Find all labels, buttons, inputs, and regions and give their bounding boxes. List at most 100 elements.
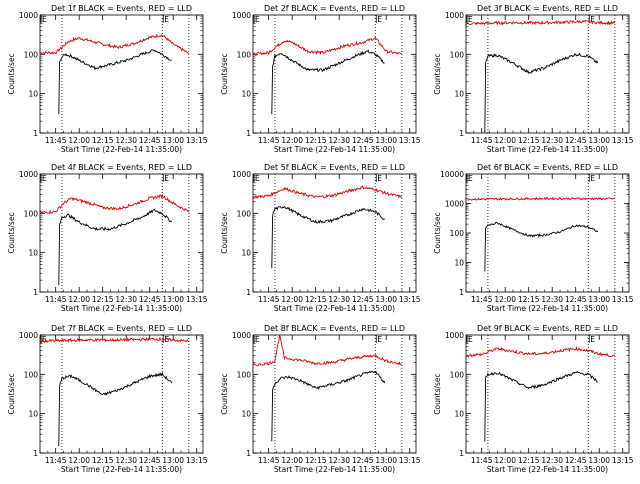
x-tick-label: 12:15 xyxy=(92,295,114,304)
lld-series-line xyxy=(465,196,616,201)
x-tick-label: 11:45 xyxy=(258,456,280,465)
x-tick-label: 12:00 xyxy=(68,456,90,465)
x-tick-label: 13:00 xyxy=(588,295,610,304)
x-tick-label: 12:30 xyxy=(328,295,350,304)
x-tick-label: 12:15 xyxy=(518,136,540,145)
events-series-line xyxy=(484,371,598,442)
events-series-line xyxy=(484,52,599,134)
marker-label: E xyxy=(590,335,595,344)
y-tick-label: 10 xyxy=(241,410,251,419)
x-tick-label: 12:15 xyxy=(518,456,540,465)
x-tick-label: 12:30 xyxy=(541,295,563,304)
x-tick-label: 13:15 xyxy=(612,136,634,145)
events-series-line xyxy=(271,49,385,115)
x-tick-label: 13:15 xyxy=(399,456,421,465)
panel-title: Det 8f BLACK = Events, RED = LLD xyxy=(264,324,405,333)
y-tick-label: 10 xyxy=(241,249,251,258)
x-tick-label: 13:15 xyxy=(186,295,208,304)
lld-series-line xyxy=(39,193,189,214)
x-tick-label: 13:15 xyxy=(399,295,421,304)
y-tick-label: 1 xyxy=(459,129,464,138)
x-axis-label: Start Time (22-Feb-14 11:35:00) xyxy=(487,145,608,154)
marker-label: E xyxy=(377,174,382,183)
x-tick-label: 12:00 xyxy=(494,456,516,465)
x-tick-label: 13:00 xyxy=(375,295,397,304)
x-tick-label: 12:00 xyxy=(494,136,516,145)
y-tick-label: 1 xyxy=(246,449,251,458)
x-axis-label: Start Time (22-Feb-14 11:35:00) xyxy=(61,465,182,474)
lld-series-line xyxy=(252,36,403,57)
x-tick-label: 13:00 xyxy=(162,295,184,304)
y-axis-label: Counts/sec xyxy=(7,53,16,94)
x-tick-label: 12:30 xyxy=(115,456,137,465)
x-tick-label: 12:45 xyxy=(139,295,161,304)
marker-label: E xyxy=(42,174,47,183)
x-tick-label: 12:45 xyxy=(565,456,587,465)
lld-series-line xyxy=(39,33,190,55)
plot-frame xyxy=(465,14,630,134)
y-tick-label: 100 xyxy=(24,209,39,218)
marker-label: E xyxy=(468,174,473,183)
x-tick-label: 13:15 xyxy=(186,456,208,465)
x-tick-label: 12:15 xyxy=(92,456,114,465)
y-tick-label: 1000 xyxy=(232,170,251,179)
events-series-line xyxy=(271,205,385,269)
marker-label: E xyxy=(468,15,473,24)
marker-label: E xyxy=(164,15,169,24)
panel-det-9: Det 9f BLACK = Events, RED = LLD 1 10 100 10… xyxy=(433,324,634,474)
marker-label: E xyxy=(42,335,47,344)
y-tick-label: 1000 xyxy=(445,11,464,20)
marker-label: E xyxy=(377,335,382,344)
x-tick-label: 12:30 xyxy=(541,136,563,145)
panel-title: Det 5f BLACK = Events, RED = LLD xyxy=(264,163,405,172)
plot-frame xyxy=(465,173,630,293)
lld-series-line xyxy=(465,19,616,26)
x-tick-label: 12:45 xyxy=(139,136,161,145)
y-tick-label: 1000 xyxy=(232,331,251,340)
marker-label: E xyxy=(255,335,260,344)
plot-frame xyxy=(252,14,417,134)
x-tick-label: 12:00 xyxy=(281,295,303,304)
y-tick-label: 1000 xyxy=(19,11,38,20)
y-tick-label: 1000 xyxy=(445,200,464,209)
x-tick-label: 11:45 xyxy=(471,295,493,304)
x-tick-label: 12:45 xyxy=(352,295,374,304)
panel-title: Det 9f BLACK = Events, RED = LLD xyxy=(477,324,618,333)
y-tick-label: 1000 xyxy=(19,170,38,179)
y-tick-label: 1000 xyxy=(19,331,38,340)
y-tick-label: 100 xyxy=(237,209,252,218)
y-tick-label: 10 xyxy=(28,410,38,419)
y-axis-label: Counts/sec xyxy=(220,53,229,94)
lld-series-line xyxy=(39,336,190,344)
plot-frame xyxy=(252,334,417,454)
y-axis-label: Counts/sec xyxy=(433,212,442,253)
y-axis-label: Counts/sec xyxy=(7,212,16,253)
panel-title: Det 4f BLACK = Events, RED = LLD xyxy=(51,163,192,172)
x-tick-label: 12:15 xyxy=(305,456,327,465)
x-tick-label: 12:00 xyxy=(281,456,303,465)
x-tick-label: 12:45 xyxy=(565,295,587,304)
y-tick-label: 100 xyxy=(450,50,465,59)
x-tick-label: 12:30 xyxy=(541,456,563,465)
marker-label: E xyxy=(255,15,260,24)
plot-frame xyxy=(39,173,204,293)
marker-label: E xyxy=(164,174,169,183)
events-series-line xyxy=(58,49,172,115)
x-tick-label: 12:00 xyxy=(68,295,90,304)
x-tick-label: 13:15 xyxy=(612,456,634,465)
x-axis-label: Start Time (22-Feb-14 11:35:00) xyxy=(61,145,182,154)
marker-label: E xyxy=(255,174,260,183)
y-tick-label: 1000 xyxy=(232,11,251,20)
x-tick-label: 13:00 xyxy=(162,456,184,465)
x-tick-label: 12:00 xyxy=(68,136,90,145)
y-axis-label: Counts/sec xyxy=(433,373,442,414)
y-tick-label: 1 xyxy=(246,129,251,138)
x-axis-label: Start Time (22-Feb-14 11:35:00) xyxy=(274,304,395,313)
events-series-line xyxy=(58,371,173,447)
y-tick-label: 1 xyxy=(33,449,38,458)
marker-label: E xyxy=(377,15,382,24)
y-tick-label: 100 xyxy=(24,370,39,379)
marker-label: E xyxy=(590,174,595,183)
x-tick-label: 12:45 xyxy=(352,456,374,465)
